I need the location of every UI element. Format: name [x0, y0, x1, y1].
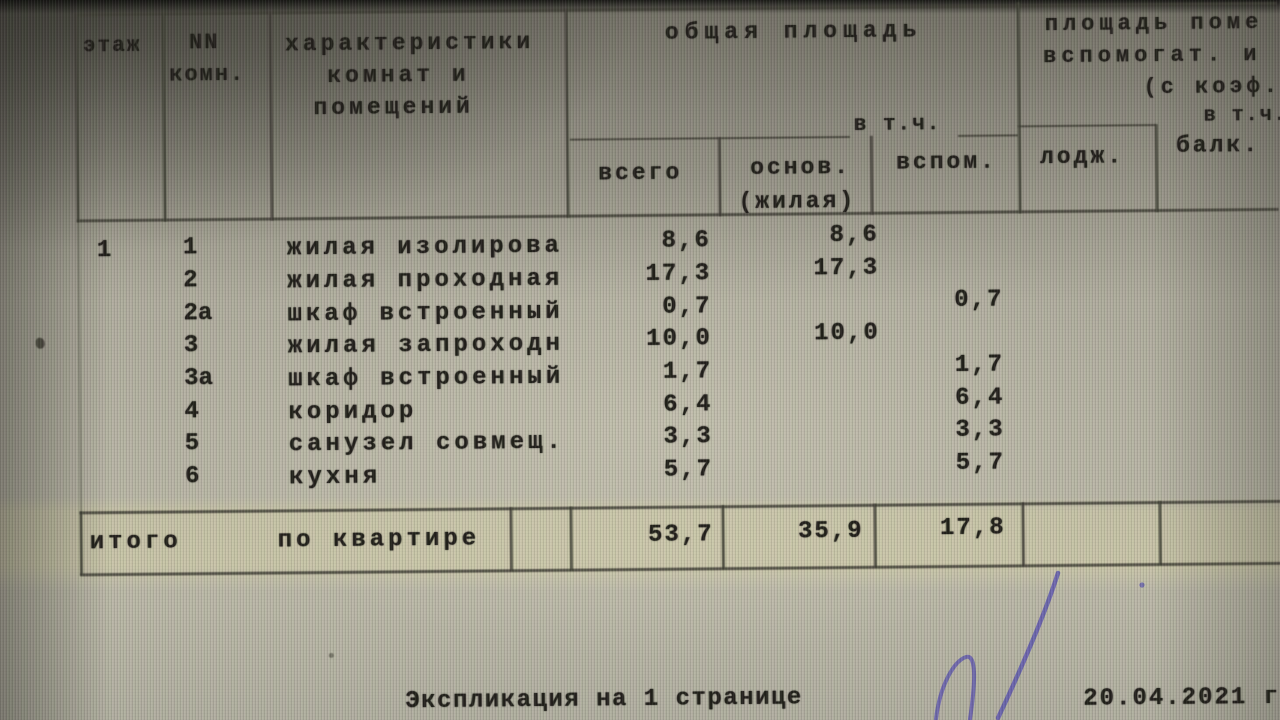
cell-main [715, 288, 879, 290]
paper-speck [35, 337, 45, 349]
cell-name: кухня [288, 463, 382, 492]
cell-total: 3,3 [663, 423, 713, 451]
footer-caption: Экспликация на 1 странице [405, 684, 803, 716]
header-incl: в т.ч. [853, 113, 942, 137]
pen-signature [934, 570, 1145, 720]
col-line-chars [564, 8, 570, 218]
cell-total: 10,0 [646, 325, 712, 353]
cell-name: жилая изолирова [286, 232, 564, 263]
cell-no: 6 [184, 463, 200, 491]
cell-main: 17,3 [813, 254, 880, 283]
header-col-main-line1: основ. [750, 153, 852, 181]
col-line-loggia [1154, 124, 1159, 213]
cell-name: жилая запроходн [287, 330, 565, 361]
col-line-floor [161, 12, 167, 222]
totals-line-4 [873, 503, 878, 568]
header-col-loggia: лодж. [1039, 143, 1125, 171]
cell-aux: 0,7 [954, 286, 1004, 314]
cell-total: 0,7 [662, 293, 712, 321]
header-aux-group-incl: в т.ч. [1203, 103, 1280, 128]
cell-main [717, 418, 881, 420]
paper-speck [328, 652, 334, 659]
cell-aux: 1,7 [954, 351, 1005, 379]
totals-total: 53,7 [647, 521, 714, 549]
aux-group-sub-rule [1017, 124, 1156, 128]
cell-main: 10,0 [814, 319, 880, 348]
header-col-balcony: балк. [1175, 132, 1261, 159]
cell-total: 1,7 [662, 358, 713, 386]
cell-no: 5 [184, 430, 200, 458]
table-left-border-faint [76, 222, 83, 512]
cell-name: коридор [288, 398, 418, 427]
cell-no: 2 [183, 267, 198, 295]
header-chars-line2: комнат и [327, 61, 470, 89]
header-chars-line3: помещений [313, 93, 474, 122]
header-roomno-line1: NN [188, 30, 220, 56]
totals-left-border [79, 511, 84, 576]
ink-dot [1139, 582, 1145, 588]
cell-name: санузел совмещ. [288, 428, 565, 459]
totals-aux: 17,8 [939, 514, 1006, 543]
cell-total: 8,6 [661, 227, 711, 255]
cell-no: 3 [183, 332, 199, 360]
cell-no: 2а [183, 300, 213, 328]
cell-main [716, 353, 880, 355]
table-left-border [74, 13, 80, 223]
header-aux-group-line2: вспомогат. и [1042, 42, 1262, 70]
col-line-group [1016, 2, 1022, 214]
cell-no: 3а [184, 365, 214, 393]
cell-aux: 3,3 [955, 416, 1005, 444]
cell-total: 6,4 [663, 391, 713, 419]
cell-main [717, 451, 881, 453]
header-chars-line1: характеристики [284, 29, 535, 58]
incl-rule-left [569, 135, 850, 141]
cell-name: жилая проходная [287, 265, 564, 296]
totals-label: итого [89, 528, 182, 557]
cell-total: 17,3 [645, 260, 712, 288]
cell-aux: 5,7 [955, 449, 1006, 477]
header-floor: этаж [82, 34, 142, 59]
header-col-aux: вспом. [895, 148, 998, 176]
cell-no: 1 [182, 234, 198, 262]
cell-main [716, 386, 880, 388]
totals-line-1 [509, 507, 514, 572]
header-roomno-line2: комн. [169, 61, 246, 88]
col-line-total [717, 137, 722, 217]
cell-main: 8,6 [829, 221, 879, 250]
cell-aux [875, 221, 1003, 222]
cell-total: 5,7 [663, 456, 714, 484]
cell-aux [876, 319, 1004, 320]
cell-aux: 6,4 [955, 384, 1005, 412]
cell-name: шкаф встроенный [288, 363, 565, 394]
totals-scope: по квартире [277, 525, 481, 555]
totals-main: 35,9 [797, 517, 864, 546]
header-aux-group-line3: (с коэф. [1143, 73, 1280, 101]
incl-rule-right [957, 134, 1018, 137]
cell-floor: 1 [96, 237, 112, 265]
header-col-main-line2: (жилая) [738, 187, 857, 216]
cell-aux [875, 254, 1003, 255]
header-col-total: всего [598, 159, 683, 187]
col-line-main [869, 135, 874, 215]
header-total-area-group: общая площадь [664, 17, 923, 46]
cell-name: шкаф встроенный [287, 298, 564, 329]
cell-no: 4 [184, 398, 200, 426]
header-bottom-border [76, 207, 1279, 223]
col-line-roomno [268, 11, 274, 221]
totals-top-border [79, 499, 1280, 515]
header-aux-group-line1: площадь поме [1044, 10, 1264, 38]
